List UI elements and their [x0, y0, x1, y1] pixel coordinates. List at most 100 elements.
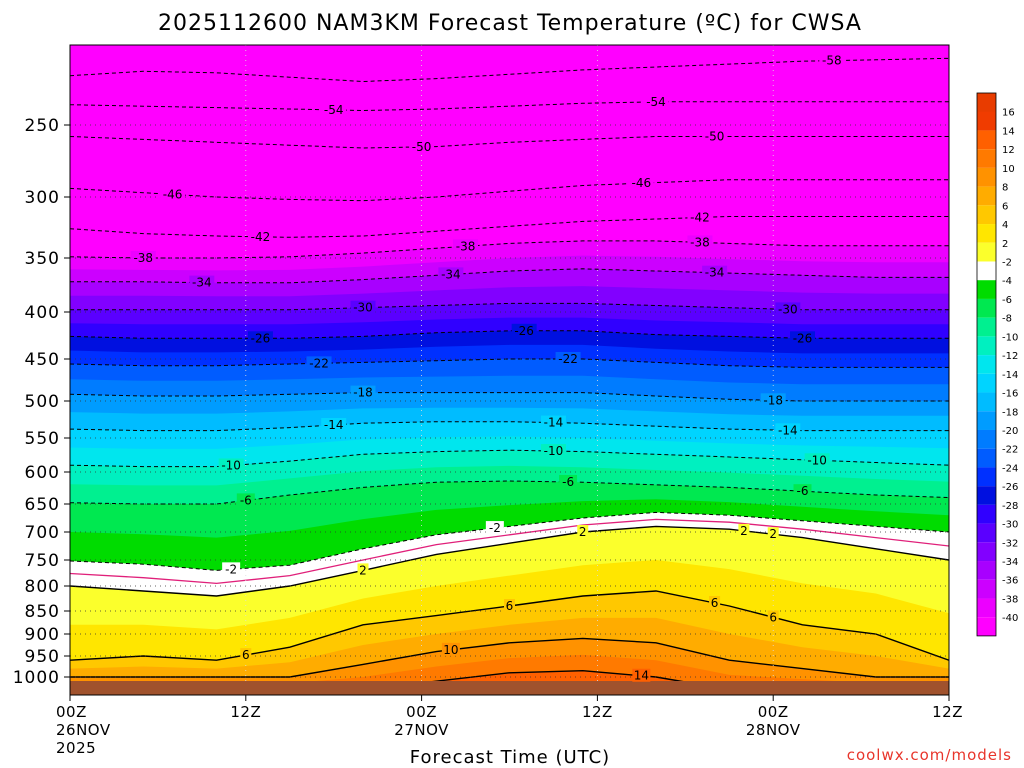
colorbar-label: -32	[1002, 538, 1018, 549]
freezing-line	[70, 518, 949, 585]
y-tick-label: 1000	[13, 668, 60, 688]
contour-label-bg	[453, 239, 479, 253]
contour-label-bg	[559, 474, 578, 488]
contour-label-bg	[218, 458, 244, 472]
plot-frame	[69, 44, 950, 696]
colorbar-label: -8	[1002, 314, 1012, 325]
contour-label: 6	[711, 596, 719, 610]
contour-label: -38	[690, 235, 710, 249]
colorbar-cell	[977, 224, 996, 243]
colorbar-cell	[977, 167, 996, 187]
colorbar-cell	[977, 186, 996, 206]
colorbar-cell	[977, 355, 996, 374]
contour-label-bg	[240, 648, 252, 662]
contour-label-bg	[775, 302, 801, 316]
contour-label-bg	[189, 275, 215, 289]
contour-label: -50	[412, 140, 432, 154]
contour-label-bg	[511, 323, 537, 337]
y-tick-label: 350	[25, 249, 60, 269]
colorbar-cell	[977, 280, 996, 299]
colorbar-cell	[977, 467, 996, 487]
colorbar-label: -4	[1002, 276, 1012, 287]
colorbar-cell	[977, 561, 996, 580]
contour-label-bg	[793, 484, 812, 498]
contour-label: -46	[163, 187, 183, 201]
y-tick-label: 650	[25, 495, 60, 515]
contour-label-bg	[687, 235, 713, 249]
contour-label-bg	[357, 563, 369, 577]
colorbar-label: 4	[1002, 220, 1008, 231]
contour-label: -42	[251, 230, 271, 244]
contour-label-bg	[643, 94, 669, 108]
colorbar-cell	[977, 542, 996, 562]
y-tick-label: 300	[25, 188, 60, 208]
contour-label-bg	[702, 129, 728, 143]
contour-label: -22	[309, 356, 329, 370]
pressure-axis: 250 300 350 400 450 500 550 600 650 700 750 800 850 9…	[13, 116, 70, 688]
contour-label-bg	[767, 610, 779, 624]
colorbar-label: -12	[1002, 351, 1018, 362]
contour-label: -22	[558, 352, 578, 366]
contour-label: -30	[353, 301, 373, 315]
contour-label: -50	[705, 130, 725, 144]
colorbar-label: -22	[1002, 445, 1018, 456]
contour-label: -54	[324, 103, 344, 117]
colorbar-cell	[977, 111, 996, 131]
contour-label-bg	[130, 251, 156, 264]
contour-label: -10	[221, 458, 241, 472]
contour-label: -38	[456, 239, 476, 253]
contour-label: -6	[562, 475, 574, 489]
y-tick-label: 250	[25, 116, 60, 136]
contour-label-bg	[577, 525, 589, 538]
y-tick-label: 750	[25, 551, 60, 571]
colorbar-cell	[977, 579, 996, 599]
contour-label-bg	[540, 444, 566, 458]
y-tick-label: 700	[25, 523, 60, 543]
contour-label: -14	[324, 418, 344, 432]
contour-label: 2	[740, 524, 748, 538]
x-tick-label: 12Z	[230, 703, 261, 721]
contour-label: -2	[489, 521, 501, 535]
chart-title: 2025112600 NAM3KM Forecast Temperature (…	[158, 11, 862, 36]
contour-label-bg	[709, 596, 721, 609]
x-tick-label: 00Z	[406, 703, 437, 721]
contour-label: -30	[778, 302, 798, 316]
contour-label: -34	[705, 266, 725, 280]
contour-label-bg	[409, 139, 435, 153]
x-tick-label: 00Z	[758, 703, 789, 721]
contour-label-bg	[790, 331, 815, 345]
contour-label: -6	[240, 493, 252, 507]
colorbar-cell	[977, 429, 996, 449]
x-axis-label: Forecast Time (UTC)	[410, 747, 610, 768]
contour-label: -54	[646, 95, 666, 109]
contour-label: -2	[225, 562, 237, 576]
credit-link[interactable]: coolwx.com/models	[847, 746, 1012, 764]
x-tick-label: 12Z	[932, 703, 963, 721]
contour-label-bg	[702, 265, 728, 279]
colorbar-cell	[977, 448, 996, 468]
contour-label: -34	[441, 267, 461, 281]
contour-label-bg	[738, 523, 750, 537]
contour-label: -14	[544, 416, 564, 430]
contour-label-bg	[247, 229, 273, 243]
isotherm-line	[70, 637, 949, 678]
colorbar-label: 12	[1002, 145, 1015, 156]
colorbar-frame	[976, 92, 997, 637]
colorbar-label: -16	[1002, 389, 1018, 400]
contour-label: -26	[514, 324, 534, 338]
contour-label-bg	[687, 210, 713, 224]
colorbar-cell	[977, 130, 996, 150]
colorbar-cell	[977, 149, 996, 168]
contour-label-bg	[819, 53, 845, 67]
colorbar-top-cell	[977, 93, 996, 113]
contour-label: -14	[778, 423, 798, 437]
colorbar-label: 8	[1002, 183, 1008, 194]
y-tick-label: 600	[25, 463, 60, 483]
temperature-fill-layer	[70, 45, 949, 695]
contour-label-bg	[236, 493, 255, 507]
y-tick-label: 550	[25, 429, 60, 449]
contour-label: 2	[769, 527, 777, 541]
colorbar-label: -10	[1002, 332, 1018, 343]
contour-label-bg	[306, 356, 332, 370]
